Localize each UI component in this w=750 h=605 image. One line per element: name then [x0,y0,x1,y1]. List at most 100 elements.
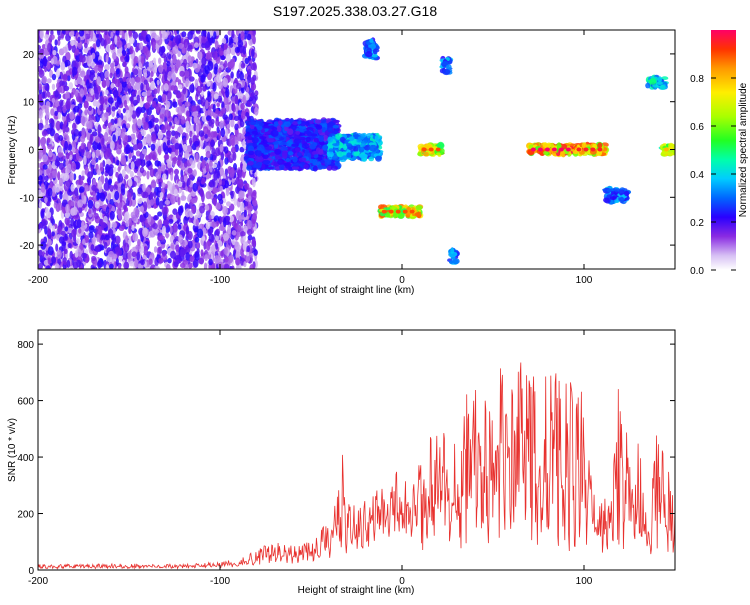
spectrogram-cell [60,61,66,71]
spectrogram-cell [194,42,199,48]
spectrogram-cell [212,187,219,194]
spectrogram-cell [225,87,230,98]
spectrogram-cell [146,50,151,58]
spectrogram-cell [240,86,245,94]
spectrogram-cell [91,52,96,60]
spectrogram-cell [170,85,176,91]
spectrogram-cell [48,222,53,229]
spectrogram-cell [242,241,247,251]
spectrogram-cell [78,206,83,214]
spectrogram-cell [236,70,240,79]
spectrogram-cell [210,118,215,125]
spectrogram-cell [117,166,121,172]
spectrogram-cell [192,62,198,69]
spectrogram-cell [178,143,183,153]
spectrogram-cell [76,161,80,170]
spectrogram-cell [106,147,112,158]
spectrogram-cell [103,241,108,249]
spectrogram-cell [137,133,143,141]
spectrogram-cell [146,66,153,72]
spectrogram-cell [157,145,162,156]
spectrogram-cell [151,133,157,142]
spectrogram-cell [114,118,118,125]
spectrogram-cell [130,161,135,171]
spectrogram-feature [38,30,259,269]
spectrogram-cell [167,257,172,264]
spectrogram-cell [247,134,252,141]
spectrogram-cell [75,115,81,125]
spectrogram-cell [45,101,51,108]
spectrogram-cell [112,233,116,244]
spectrogram-cell [213,170,218,181]
spectrogram-cell [213,197,217,207]
spectrogram-cell [234,96,239,105]
spectrogram-cell [136,94,140,104]
spectrogram-cell [134,76,141,83]
spectrogram-cell [230,191,234,200]
spectrogram-cell [330,165,339,171]
spectrogram-cell [220,250,224,257]
spectrogram-cell [84,109,88,116]
spectrogram-cell [234,123,239,131]
spectrogram-cell [158,200,164,210]
spectrogram-cell [173,188,178,197]
spectrogram-cell [118,138,122,146]
spectrogram-cell [207,50,211,60]
spectrogram-cell [151,100,157,108]
spectrogram-cell [166,139,171,146]
spectrogram-cell [149,230,156,238]
spectrogram-cell [161,182,166,188]
spectrogram-cell [40,138,45,147]
spectrogram-cell [80,142,84,150]
spectrogram-cell [225,128,229,138]
spectrogram-cell [235,257,241,266]
spectrogram-cell [197,176,202,183]
spectrogram-cell [198,130,205,137]
spectrogram-cell [156,83,161,94]
spectrogram-cell [104,177,109,184]
spectrogram-cell [169,226,173,235]
spectrogram-cell [79,52,83,63]
spectrogram-cell [230,71,234,79]
spectrogram-cell [130,77,135,86]
spectrogram-cell [97,180,102,189]
spectrogram-cell [120,157,127,165]
spectrogram-cell [150,264,155,269]
spectrogram-cell [109,184,114,192]
spectrogram-cell [70,201,75,207]
spectrogram-cell [137,198,143,205]
spectrogram-cell [114,101,120,108]
spectrogram-cell [41,75,48,84]
spectrogram-cell [185,252,190,261]
spectrogram-cell [146,160,152,166]
spectrogram-cell [177,224,182,230]
spectrogram-cell [105,54,109,63]
spectrogram-cell [94,201,100,209]
spectrogram-cell [145,155,150,161]
spectrogram-cell [212,51,218,61]
spectrogram-cell [178,84,183,90]
spectrogram-cell [103,131,109,142]
spectrogram-cell [166,130,171,140]
spectrogram-cell [100,151,104,158]
spectrogram-cell [165,263,171,269]
spectrogram-cell [143,245,148,256]
spectrogram-cell [97,261,102,269]
spectrogram-cell [223,146,229,154]
spectrogram-cell [243,209,247,218]
spectrogram-cell [131,90,136,98]
spectrogram-cell [79,186,85,193]
spectrogram-cell [326,160,332,165]
spectrogram-cell [91,159,97,166]
spectrogram-cell [109,63,115,68]
spectrogram-cell [246,33,252,41]
spectrogram-cell [225,53,231,63]
spectrogram-cell [223,232,229,241]
spectrogram-cell [217,261,224,269]
spectrogram-cell [216,126,220,134]
spectrogram-cell [143,72,148,78]
spectrogram-cell [64,217,71,226]
spectrogram-cell [86,132,91,141]
spectrogram-cell [79,88,85,98]
spectrogram-cell [38,224,41,230]
